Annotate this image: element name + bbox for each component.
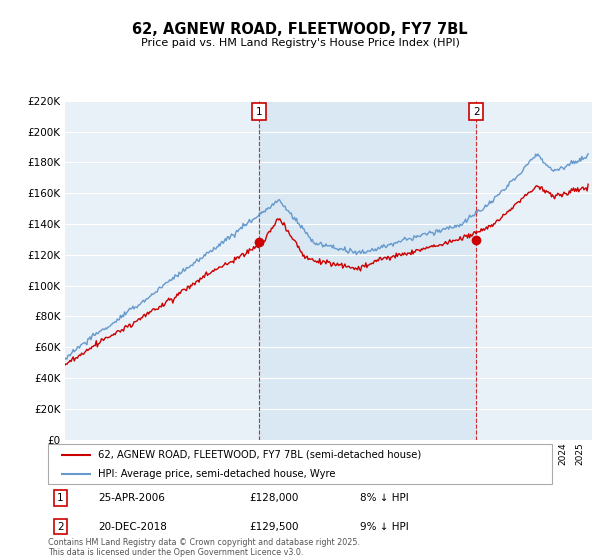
Text: £128,000: £128,000 <box>250 493 299 503</box>
Text: 62, AGNEW ROAD, FLEETWOOD, FY7 7BL: 62, AGNEW ROAD, FLEETWOOD, FY7 7BL <box>132 22 468 38</box>
Text: 20-DEC-2018: 20-DEC-2018 <box>98 521 167 531</box>
Text: 2: 2 <box>57 521 64 531</box>
Text: £129,500: £129,500 <box>250 521 299 531</box>
Text: Contains HM Land Registry data © Crown copyright and database right 2025.
This d: Contains HM Land Registry data © Crown c… <box>48 538 360 557</box>
Text: Price paid vs. HM Land Registry's House Price Index (HPI): Price paid vs. HM Land Registry's House … <box>140 38 460 48</box>
Text: 9% ↓ HPI: 9% ↓ HPI <box>361 521 409 531</box>
FancyBboxPatch shape <box>48 444 552 484</box>
Text: 1: 1 <box>57 493 64 503</box>
Text: 25-APR-2006: 25-APR-2006 <box>98 493 165 503</box>
Text: HPI: Average price, semi-detached house, Wyre: HPI: Average price, semi-detached house,… <box>98 469 336 479</box>
Text: 62, AGNEW ROAD, FLEETWOOD, FY7 7BL (semi-detached house): 62, AGNEW ROAD, FLEETWOOD, FY7 7BL (semi… <box>98 450 422 460</box>
Text: 8% ↓ HPI: 8% ↓ HPI <box>361 493 409 503</box>
Bar <box>259 101 476 440</box>
Text: 1: 1 <box>256 106 262 116</box>
Text: 2: 2 <box>473 106 479 116</box>
